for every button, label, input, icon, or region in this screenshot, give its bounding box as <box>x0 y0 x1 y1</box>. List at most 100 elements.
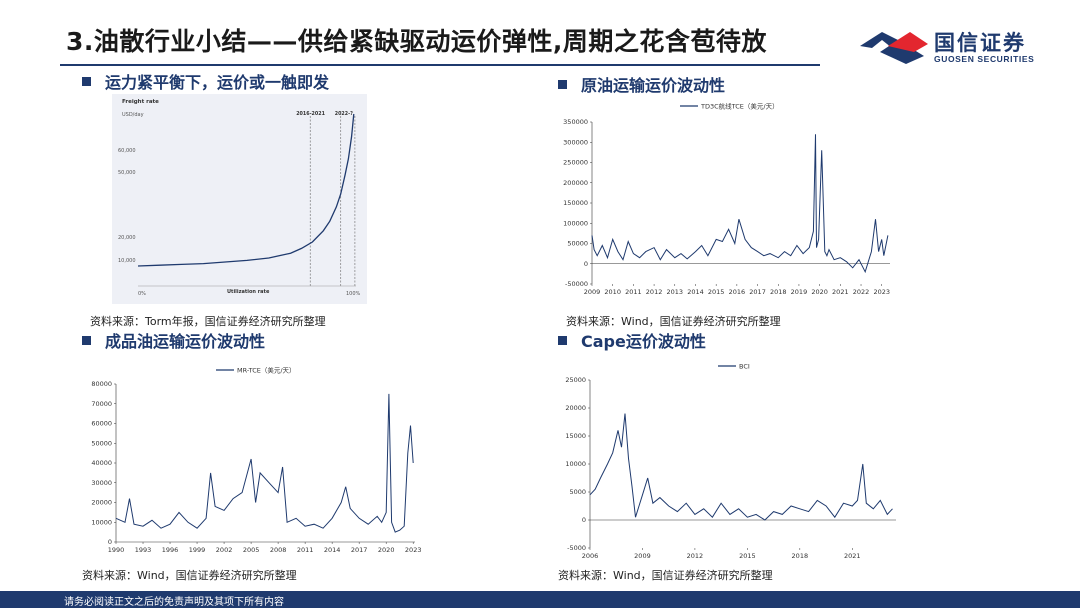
y-tick-label: 100000 <box>563 219 588 227</box>
x-tick-label: 2021 <box>844 552 861 560</box>
annotation-label: 2022-? <box>335 111 353 117</box>
y-tick-label: 350000 <box>563 118 588 126</box>
x-tick-label: 0% <box>138 291 146 297</box>
y-tick-label: 0 <box>584 260 588 268</box>
x-tick-label: 1990 <box>108 546 125 554</box>
y-tick-label: -50000 <box>565 280 588 288</box>
y-tick-label: 10000 <box>565 460 586 468</box>
series-line <box>591 134 889 274</box>
footer-disclaimer: 请务必阅读正文之后的免责声明及其项下所有内容 <box>64 597 284 608</box>
series-line <box>115 393 414 533</box>
company-logo: 国信证券 GUOSEN SECURITIES <box>858 24 1058 70</box>
logo-english-name: GUOSEN SECURITIES <box>934 54 1035 64</box>
section-heading-text: 成品油运输运价波动性 <box>105 332 266 351</box>
x-tick-label: 2008 <box>270 546 287 554</box>
x-tick-label: 2006 <box>582 552 599 560</box>
x-tick-label: 2013 <box>667 288 684 296</box>
curve-line <box>137 113 355 267</box>
source-note: 资料来源：Wind，国信证券经济研究所整理 <box>82 569 297 582</box>
y-tick-label: 50,000 <box>118 170 136 176</box>
x-tick-label: 2012 <box>646 288 663 296</box>
bullet-square-icon <box>558 80 567 89</box>
y-tick-label: 20000 <box>91 499 112 507</box>
source-note: 资料来源：Wind，国信证券经济研究所整理 <box>558 569 773 582</box>
y-tick-label: 50000 <box>91 439 112 447</box>
legend-label: TD3C航线TCE（美元/天） <box>700 102 779 111</box>
x-tick-label: 2009 <box>584 288 601 296</box>
y-tick-label: 0 <box>582 516 586 524</box>
x-tick-label: 100% <box>346 291 361 297</box>
section-heading-text: 原油运输运价波动性 <box>581 76 726 95</box>
x-tick-label: 2010 <box>604 288 621 296</box>
x-tick-label: 2012 <box>687 552 704 560</box>
section-heading-crude: 原油运输运价波动性 <box>558 72 725 96</box>
y-tick-label: 15000 <box>565 432 586 440</box>
header-rule <box>60 64 820 66</box>
y-tick-label: 250000 <box>563 159 588 167</box>
bullet-square-icon <box>82 77 91 86</box>
source-note: 资料来源：Torm年报，国信证券经济研究所整理 <box>90 315 326 328</box>
y-tick-label: 300000 <box>563 138 588 146</box>
freight-rate-chart: Freight rate USD/day 10,000 20,000 50,000 6… <box>112 94 367 304</box>
y-tick-label: 200000 <box>563 179 588 187</box>
x-tick-label: 2002 <box>216 546 233 554</box>
section-heading-utilization: 运力紧平衡下，运价或一触即发 <box>82 69 329 93</box>
y-tick-label: 150000 <box>563 199 588 207</box>
annotation-label: 2016-2021 <box>296 111 325 117</box>
section-heading-cape: Cape运价波动性 <box>558 328 706 352</box>
y-tick-label: 70000 <box>91 400 112 408</box>
x-tick-label: 2014 <box>687 288 704 296</box>
chart-background <box>112 94 367 304</box>
y-tick-label: 20,000 <box>118 235 136 241</box>
legend-label: BCI <box>739 363 750 371</box>
logo-chinese-name: 国信证券 <box>934 31 1026 55</box>
y-tick-label: 40000 <box>91 459 112 467</box>
y-tick-label: 80000 <box>91 380 112 388</box>
x-tick-label: 2018 <box>792 552 809 560</box>
y-tick-label: 25000 <box>565 376 586 384</box>
section-heading-product: 成品油运输运价波动性 <box>82 328 265 352</box>
y-tick-label: 20000 <box>565 404 586 412</box>
product-tce-chart: MR-TCE（美元/天） 80000 70000 60000 50000 40000 30… <box>91 366 422 555</box>
x-tick-label: 2021 <box>832 288 849 296</box>
x-tick-label: 1996 <box>162 546 179 554</box>
x-tick-label: 2020 <box>811 288 828 296</box>
x-axis-label: Utilization rate <box>227 289 270 295</box>
crude-tce-chart: TD3C航线TCE（美元/天） 350000 300000 250000 200000… <box>563 102 890 296</box>
bullet-square-icon <box>558 336 567 345</box>
x-tick-label: 2016 <box>729 288 746 296</box>
x-tick-label: 2005 <box>243 546 260 554</box>
y-tick-label: 10000 <box>91 518 112 526</box>
x-tick-label: 2011 <box>625 288 642 296</box>
legend-label: MR-TCE（美元/天） <box>237 366 296 375</box>
x-tick-label: 2017 <box>351 546 368 554</box>
y-tick-label: 10,000 <box>118 258 136 264</box>
y-tick-label: -5000 <box>567 544 586 552</box>
x-tick-label: 2023 <box>405 546 422 554</box>
x-tick-label: 2022 <box>853 288 870 296</box>
x-tick-label: 2009 <box>634 552 651 560</box>
y-tick-label: 60000 <box>91 420 112 428</box>
section-heading-text: 运力紧平衡下，运价或一触即发 <box>105 73 330 92</box>
x-tick-label: 2015 <box>739 552 756 560</box>
logo-mark-icon <box>860 32 928 64</box>
x-tick-label: 2020 <box>378 546 395 554</box>
y-tick-label: 0 <box>108 538 112 546</box>
y-tick-label: 60,000 <box>118 148 136 154</box>
y-tick-label: 5000 <box>569 488 586 496</box>
y-tick-label: 50000 <box>567 240 588 248</box>
bullet-square-icon <box>82 336 91 345</box>
x-tick-label: 1993 <box>135 546 152 554</box>
x-tick-label: 2023 <box>873 288 890 296</box>
x-tick-label: 2015 <box>708 288 725 296</box>
section-heading-text: Cape运价波动性 <box>581 332 706 351</box>
y-tick-label: 30000 <box>91 479 112 487</box>
y-axis-label: USD/day <box>122 112 144 118</box>
footer-bar: 请务必阅读正文之后的免责声明及其项下所有内容 <box>0 591 1080 608</box>
page-title: 3.油散行业小结——供给紧缺驱动运价弹性,周期之花含苞待放 <box>66 27 767 56</box>
series-line <box>589 413 893 521</box>
x-tick-label: 2014 <box>324 546 341 554</box>
x-tick-label: 2017 <box>749 288 766 296</box>
x-tick-label: 2018 <box>770 288 787 296</box>
